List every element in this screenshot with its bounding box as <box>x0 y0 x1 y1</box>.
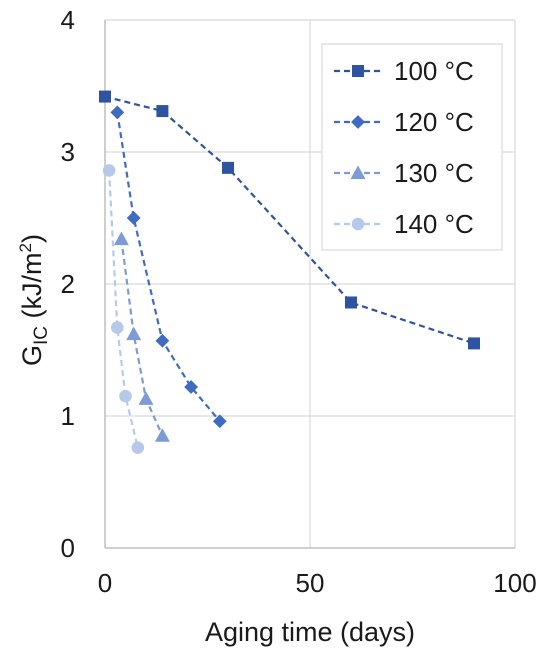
data-point-diamond <box>184 380 198 394</box>
y-tick-label: 1 <box>61 401 75 431</box>
legend-label: 140 °C <box>394 209 474 239</box>
legend-item: 120 °C <box>334 107 474 137</box>
data-point-circle <box>111 321 124 334</box>
axes <box>104 20 515 549</box>
y-tick-label: 2 <box>61 269 75 299</box>
y-axis-label-sub: IC <box>31 326 52 345</box>
x-tick-label: 0 <box>98 568 112 598</box>
y-axis-label-sup: 2 <box>16 243 35 252</box>
y-tick-labels: 0 1 2 3 4 <box>61 5 75 563</box>
legend-item: 140 °C <box>334 209 474 239</box>
data-point-square <box>345 296 357 309</box>
y-axis-label: GIC (kJ/m2) <box>16 234 52 366</box>
legend-label: 100 °C <box>394 56 474 86</box>
legend: 100 °C 120 °C 130 °C 140 °C <box>321 43 503 251</box>
data-point-circle <box>131 441 145 454</box>
data-point-diamond <box>212 414 227 429</box>
data-point-triangle <box>154 428 170 442</box>
data-point-diamond <box>351 115 365 129</box>
series-square <box>99 90 480 350</box>
data-point-circle <box>119 389 132 403</box>
legend-item: 100 °C <box>334 56 474 86</box>
grid-lines <box>105 19 516 548</box>
x-tick-label: 100 <box>493 568 536 598</box>
data-point-triangle <box>126 326 142 341</box>
series-diamond <box>110 105 227 429</box>
legend-label: 130 °C <box>394 158 474 188</box>
series-circle <box>102 164 145 454</box>
y-axis-label-main: G <box>17 345 47 366</box>
data-point-diamond <box>110 105 125 120</box>
data-point-diamond <box>126 211 141 225</box>
y-axis-label-unit: (kJ/m <box>17 252 47 326</box>
series-group <box>99 90 480 454</box>
series-line <box>120 238 164 437</box>
y-tick-label: 3 <box>61 137 75 167</box>
y-axis-label-close: ) <box>17 234 47 243</box>
x-tick-labels: 0 50 100 <box>98 568 537 598</box>
y-tick-label: 4 <box>61 5 75 35</box>
series-line <box>116 112 221 422</box>
x-tick-label: 50 <box>296 568 325 598</box>
legend-box <box>321 43 503 251</box>
y-tick-label: 0 <box>61 533 75 563</box>
data-point-circle <box>102 164 116 177</box>
legend-item: 130 °C <box>334 158 474 188</box>
x-axis-label: Aging time (days) <box>205 617 415 647</box>
data-point-circle <box>351 217 365 231</box>
data-point-square <box>468 337 480 350</box>
series-line <box>108 170 139 448</box>
data-point-triangle <box>350 165 366 179</box>
data-point-square <box>99 90 111 103</box>
data-point-square <box>222 161 234 174</box>
data-point-triangle <box>138 391 154 405</box>
data-point-square <box>156 105 169 118</box>
legend-label: 120 °C <box>394 107 474 137</box>
series-triangle <box>113 231 170 442</box>
data-point-triangle <box>113 231 129 246</box>
data-point-diamond <box>155 333 170 348</box>
data-point-square <box>352 65 364 77</box>
